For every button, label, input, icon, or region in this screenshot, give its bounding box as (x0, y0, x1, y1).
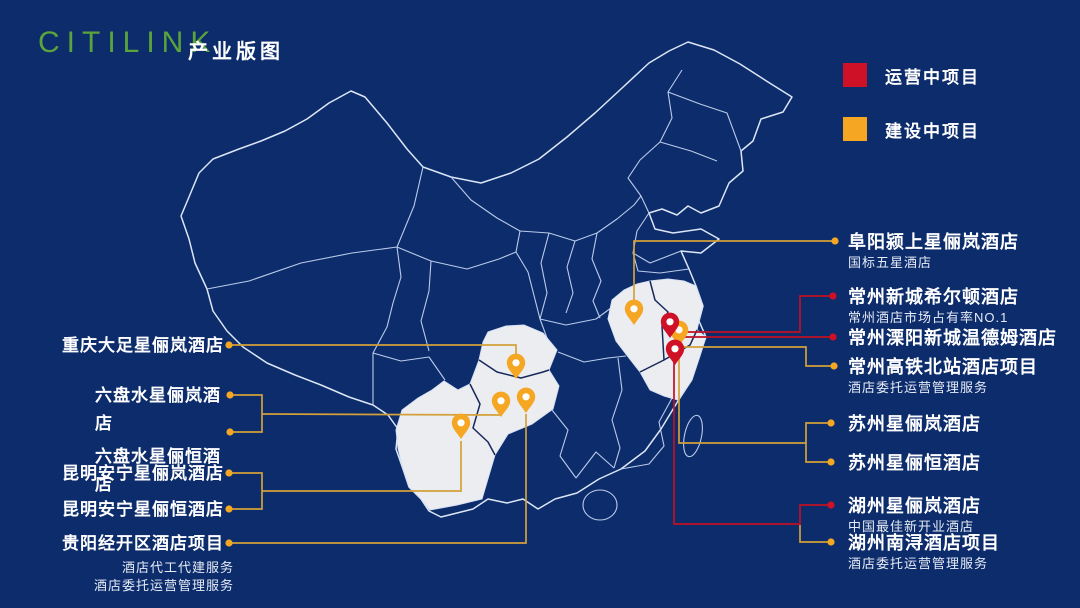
map-pins (451, 299, 689, 439)
line-changzhou-wyndham-dot (829, 333, 837, 341)
line-suzhou-bracket-dot (827, 458, 835, 466)
line-kunming-bracket-dot (225, 505, 233, 513)
operating-color-swatch (843, 63, 867, 87)
east-highlight-anhui-jiangsu-zhejiang (607, 278, 707, 401)
pin-chongqing (506, 353, 526, 379)
legend: 运营中项目 建设中项目 (843, 63, 980, 171)
label-huzhou-nanxun-sub-0: 酒店委托运营管理服务 (848, 556, 989, 571)
pin-fuyang (624, 299, 644, 325)
pin-guiyang (516, 387, 536, 413)
label-kunming-anning-lan-title: 昆明安宁星俪岚酒店 (62, 464, 224, 483)
line-chongqing-dazu-dot (225, 341, 233, 349)
china-outline (180, 41, 793, 518)
label-kunming-anning-heng-title: 昆明安宁星俪恒酒店 (62, 500, 224, 519)
legend-label-operating: 运营中项目 (885, 67, 980, 87)
line-guiyang-dot (225, 539, 233, 547)
label-guiyang-jingkaiqu-sub-1: 酒店委托运营管理服务 (93, 578, 234, 593)
line-huzhou (673, 361, 830, 525)
line-changzhou-gaotie-dot (830, 362, 838, 370)
label-huzhou-nanxun: 湖州南浔酒店项目酒店委托运营管理服务 (848, 532, 1000, 572)
label-suzhou-heng-title: 苏州星俪恒酒店 (848, 453, 981, 473)
line-fuyang (633, 240, 834, 304)
line-suzhou-bracket (805, 422, 830, 463)
label-guiyang-jingkaiqu-sub-0: 酒店代工代建服务 (121, 560, 234, 575)
legend-label-construction: 建设中项目 (885, 121, 980, 141)
label-chongqing-dazu: 重庆大足星俪岚酒店 (62, 332, 234, 360)
label-suzhou-heng: 苏州星俪恒酒店 (848, 452, 981, 474)
pin-kunming (451, 413, 471, 439)
label-suzhou-lan: 苏州星俪岚酒店 (848, 413, 981, 435)
line-guiyang (232, 414, 527, 544)
label-kunming-anning-lan: 昆明安宁星俪岚酒店 (62, 460, 238, 488)
legend-item-construction: 建设中项目 (843, 117, 980, 141)
label-changzhou-liyang-wyndham-title: 常州溧阳新城温德姆酒店 (848, 328, 1057, 348)
line-kunming-bracket-dot (225, 469, 233, 477)
label-huzhou-lan: 湖州星俪岚酒店中国最佳新开业酒店 (848, 495, 981, 535)
pin-changzhou-operating (660, 312, 680, 338)
southwest-highlight-chongqing-guizhou-yunnan (395, 324, 560, 511)
construction-color-swatch (843, 117, 867, 141)
pin-huzhou (665, 339, 685, 365)
label-changzhou-gaotie-north-sub-0: 酒店委托运营管理服务 (848, 380, 989, 395)
line-liupanshui-bracket-dot (226, 428, 234, 436)
label-changzhou-gaotie-north: 常州高铁北站酒店项目酒店委托运营管理服务 (848, 356, 1038, 396)
page-title: 产业版图 (188, 41, 284, 63)
label-suzhou-lan-title: 苏州星俪岚酒店 (848, 414, 981, 434)
line-fuyang-dot (831, 237, 839, 245)
label-kunming-anning-heng: 昆明安宁星俪恒酒店 (62, 496, 238, 524)
label-fuyang-yingshang-sub-0: 国标五星酒店 (848, 255, 933, 270)
line-changzhou-hilton-dot (829, 292, 837, 300)
label-changzhou-hilton-sub-0: 常州酒店市场占有率NO.1 (848, 310, 1009, 325)
line-changzhou-gaotie (681, 346, 832, 367)
line-changzhou-hilton (676, 295, 832, 333)
label-fuyang-yingshang-title: 阜阳颍上星俪岚酒店 (848, 232, 1019, 252)
label-huzhou-lan-sub-0: 中国最佳新开业酒店 (848, 519, 975, 534)
line-suzhou-bracket-dot (827, 419, 835, 427)
label-huzhou-lan-title: 湖州星俪岚酒店 (848, 496, 981, 516)
label-liupanshui-lan: 六盘水星俪岚酒店 (95, 382, 233, 438)
label-changzhou-hilton-title: 常州新城希尔顿酒店 (848, 287, 1019, 307)
line-chongqing-dazu (232, 344, 517, 357)
line-huzhou-dot (827, 501, 835, 509)
label-liupanshui-heng-title: 六盘水星俪恒酒店 (95, 447, 221, 494)
citilink-logo: CITILINK (38, 26, 218, 59)
label-changzhou-liyang-wyndham: 常州溧阳新城温德姆酒店 (848, 327, 1057, 349)
label-guiyang-jingkaiqu: 贵阳经开区酒店项目酒店代工代建服务酒店委托运营管理服务 (62, 530, 234, 594)
connector-lines (232, 240, 834, 544)
hainan-island (582, 489, 618, 521)
province-borders (206, 69, 742, 479)
line-huzhou-nanxun-dot (827, 538, 835, 546)
line-huzhou-nanxun (799, 525, 830, 543)
line-kunming-bracket (262, 441, 462, 492)
label-liupanshui-heng: 六盘水星俪恒酒店 (95, 443, 233, 499)
line-suzhou-bracket (678, 348, 806, 444)
pin-liupanshui (491, 391, 511, 417)
legend-item-operating: 运营中项目 (843, 63, 980, 87)
southwest-highlight-inner-borders (469, 359, 550, 456)
label-huzhou-nanxun-title: 湖州南浔酒店项目 (848, 533, 1000, 553)
label-changzhou-gaotie-north-title: 常州高铁北站酒店项目 (848, 357, 1038, 377)
label-liupanshui-lan-title: 六盘水星俪岚酒店 (95, 386, 221, 433)
label-changzhou-hilton: 常州新城希尔顿酒店常州酒店市场占有率NO.1 (848, 286, 1019, 326)
label-fuyang-yingshang: 阜阳颍上星俪岚酒店国标五星酒店 (848, 231, 1019, 271)
label-chongqing-dazu-title: 重庆大足星俪岚酒店 (62, 336, 224, 355)
line-liupanshui-bracket-dot (226, 391, 234, 399)
label-guiyang-jingkaiqu-title: 贵阳经开区酒店项目 (62, 534, 224, 553)
line-liupanshui-bracket (233, 394, 263, 433)
label-dots (225, 237, 839, 547)
taiwan-island (683, 414, 703, 458)
